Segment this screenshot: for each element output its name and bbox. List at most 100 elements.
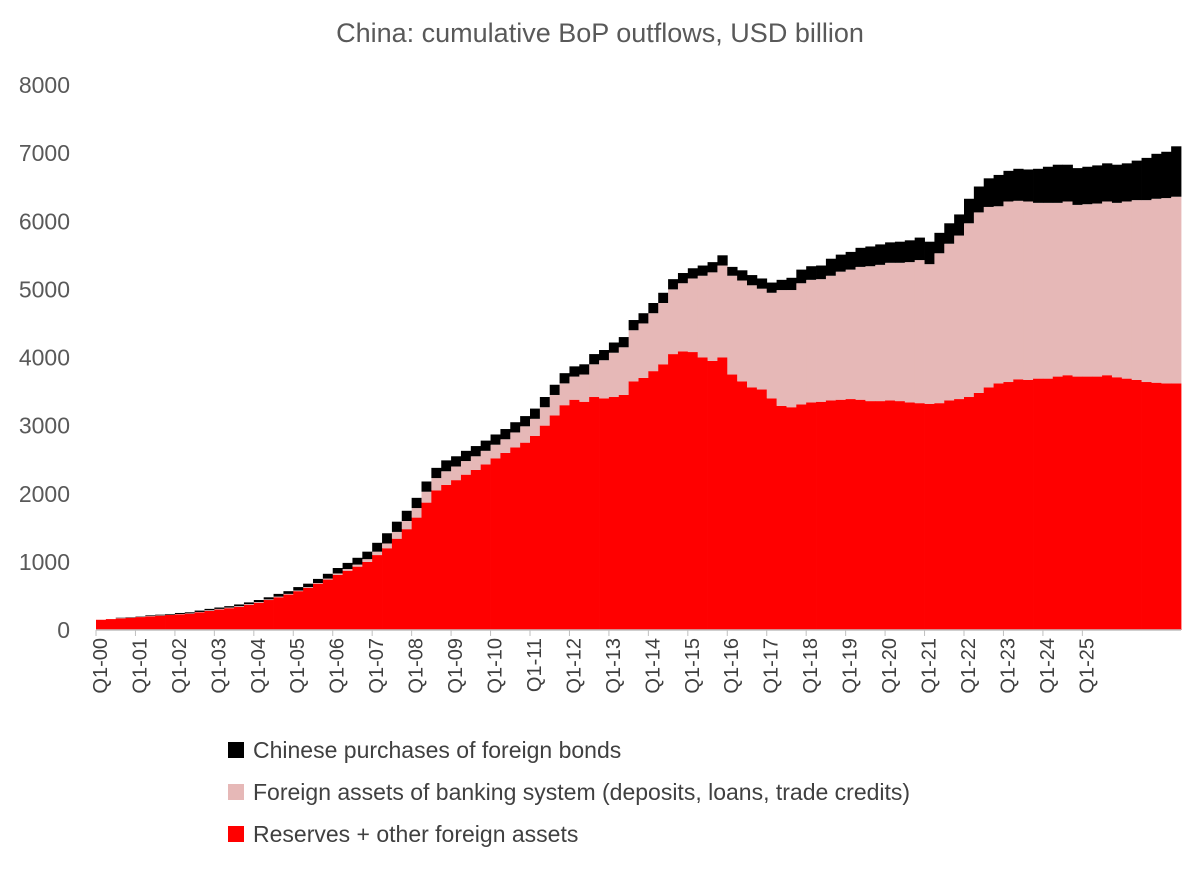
bar-segment-2 (875, 244, 886, 265)
bar-segment-0 (707, 360, 718, 630)
bar-segment-1 (904, 262, 916, 403)
bar-segment-2 (500, 429, 511, 440)
bar-segment-2 (934, 232, 945, 254)
bar-segment-2 (608, 342, 620, 353)
bar-segment-1 (737, 280, 748, 382)
bar-segment-0 (273, 597, 284, 630)
bar-segment-0 (1171, 383, 1182, 630)
bar-segment-1 (697, 275, 708, 358)
bar-segment-2 (993, 174, 1004, 207)
bar-segment-0 (293, 591, 304, 630)
bar-segment-1 (411, 508, 422, 518)
bar-segment-2 (1111, 164, 1123, 203)
y-tick-label: 5000 (19, 276, 70, 302)
y-tick-label: 6000 (19, 208, 70, 234)
bar-segment-2 (539, 397, 551, 408)
bar-segment-1 (1141, 200, 1152, 383)
bar-segment-0 (638, 377, 649, 630)
bar-segment-1 (1023, 201, 1034, 380)
x-tick-label: Q1-22 (958, 638, 980, 694)
bar-segment-2 (668, 279, 679, 290)
bar-segment-0 (608, 397, 620, 630)
bar-segment-2 (441, 460, 452, 472)
bar-segment-2 (520, 416, 531, 427)
bar-segment-1 (835, 271, 847, 400)
bar-segment-2 (1131, 160, 1142, 201)
bar-segment-0 (855, 399, 866, 630)
bar-segment-1 (677, 283, 689, 352)
bar-segment-1 (431, 478, 442, 491)
series-group (96, 146, 1182, 631)
bar-segment-0 (569, 399, 580, 630)
bar-segment-1 (993, 206, 1004, 384)
bar-segment-0 (687, 352, 699, 630)
bar-segment-0 (766, 398, 777, 631)
bar-segment-1 (1033, 202, 1044, 379)
bar-segment-1 (490, 444, 501, 459)
bar-segment-1 (204, 610, 215, 611)
bar-segment-0 (234, 606, 245, 630)
bar-segment-2 (165, 613, 176, 615)
bar-segment-1 (1102, 201, 1113, 376)
x-tick-label: Q1-06 (327, 638, 349, 694)
bar-segment-1 (1072, 204, 1083, 377)
bar-segment-0 (539, 425, 551, 631)
bar-segment-1 (303, 587, 314, 588)
bar-segment-1 (954, 235, 965, 400)
x-tick-label: Q1-17 (761, 638, 783, 694)
bar-segment-1 (362, 559, 373, 562)
y-tick-label: 1000 (19, 549, 70, 575)
bar-segment-0 (579, 401, 590, 630)
bar-segment-2 (914, 237, 925, 261)
bar-segment-2 (855, 247, 866, 267)
bar-segment-0 (806, 402, 817, 630)
bar-segment-2 (480, 440, 491, 451)
bar-segment-2 (599, 350, 610, 361)
bar-segment-0 (96, 619, 107, 630)
bar-segment-1 (964, 223, 975, 398)
bar-segment-1 (973, 212, 985, 393)
bar-segment-0 (1033, 378, 1044, 630)
bar-segment-2 (1013, 168, 1024, 201)
chart-title: China: cumulative BoP outflows, USD bill… (336, 18, 864, 48)
x-tick-label: Q1-07 (366, 638, 388, 694)
bar-segment-2 (835, 254, 847, 272)
bar-segment-1 (549, 394, 560, 416)
bar-segment-2 (1161, 151, 1172, 199)
bar-segment-0 (500, 452, 511, 631)
bar-segment-1 (539, 407, 551, 426)
bar-segment-1 (1052, 202, 1064, 377)
bar-segment-2 (677, 273, 689, 284)
x-tick-label: Q1-14 (642, 638, 664, 694)
bar-segment-1 (382, 543, 393, 549)
bar-segment-1 (332, 573, 343, 575)
bar-segment-0 (135, 617, 146, 630)
bar-segment-2 (224, 606, 235, 608)
x-tick-label: Q1-21 (919, 638, 941, 694)
bar-segment-1 (352, 564, 363, 567)
bar-segment-0 (677, 351, 689, 630)
bar-segment-1 (214, 608, 225, 610)
bar-segment-0 (1141, 382, 1152, 630)
bar-segment-1 (885, 262, 896, 401)
bar-segment-2 (332, 568, 343, 574)
bar-segment-0 (1121, 378, 1133, 630)
bar-segment-2 (569, 366, 580, 377)
bar-segment-2 (1062, 164, 1073, 202)
bar-segment-1 (1062, 201, 1073, 376)
bar-segment-1 (875, 264, 886, 402)
bar-segment-0 (263, 600, 274, 630)
bar-segment-1 (1151, 198, 1162, 383)
y-tick-label: 8000 (19, 72, 70, 98)
bar-segment-1 (944, 243, 955, 401)
bar-segment-2 (174, 612, 186, 614)
bar-segment-0 (431, 490, 442, 630)
bar-segment-2 (776, 279, 787, 291)
bar-segment-1 (865, 266, 876, 402)
bar-segment-2 (214, 607, 225, 609)
x-tick-label: Q1-20 (879, 638, 901, 694)
bar-segment-2 (1151, 153, 1162, 199)
bar-segment-2 (894, 241, 906, 263)
bar-segment-0 (964, 397, 975, 630)
